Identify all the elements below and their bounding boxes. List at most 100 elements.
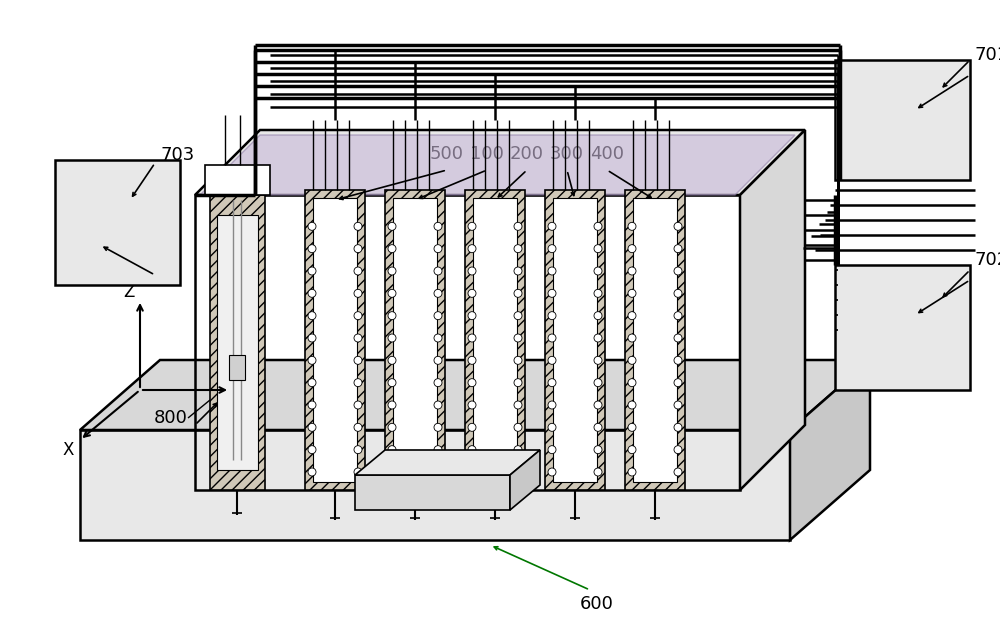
Circle shape — [468, 290, 476, 297]
Circle shape — [628, 401, 636, 409]
Circle shape — [594, 222, 602, 230]
Circle shape — [628, 222, 636, 230]
Circle shape — [594, 401, 602, 409]
Circle shape — [354, 446, 362, 454]
Circle shape — [674, 401, 682, 409]
Circle shape — [388, 379, 396, 387]
Bar — [55, 160, 180, 285]
Text: 703: 703 — [160, 146, 194, 164]
Circle shape — [434, 468, 442, 476]
Circle shape — [388, 267, 396, 275]
Bar — [393, 198, 437, 482]
Bar — [210, 195, 265, 490]
Circle shape — [468, 267, 476, 275]
Circle shape — [434, 267, 442, 275]
Circle shape — [308, 379, 316, 387]
Circle shape — [628, 267, 636, 275]
Circle shape — [354, 334, 362, 342]
Circle shape — [434, 424, 442, 431]
Circle shape — [548, 357, 556, 364]
Circle shape — [674, 290, 682, 297]
Circle shape — [434, 357, 442, 364]
Polygon shape — [740, 130, 805, 490]
Circle shape — [514, 244, 522, 253]
Circle shape — [594, 357, 602, 364]
Circle shape — [548, 468, 556, 476]
Circle shape — [594, 244, 602, 253]
Bar — [835, 265, 970, 390]
Circle shape — [434, 446, 442, 454]
Circle shape — [434, 312, 442, 320]
Text: 800: 800 — [154, 409, 188, 427]
Circle shape — [594, 468, 602, 476]
Circle shape — [468, 334, 476, 342]
Circle shape — [514, 222, 522, 230]
Circle shape — [674, 312, 682, 320]
Circle shape — [628, 468, 636, 476]
Circle shape — [548, 267, 556, 275]
Circle shape — [388, 401, 396, 409]
Circle shape — [434, 379, 442, 387]
Circle shape — [468, 357, 476, 364]
Circle shape — [674, 468, 682, 476]
Circle shape — [514, 401, 522, 409]
Text: Y: Y — [240, 381, 250, 399]
Circle shape — [388, 312, 396, 320]
Text: Z: Z — [124, 283, 135, 301]
Circle shape — [514, 357, 522, 364]
Circle shape — [308, 468, 316, 476]
Circle shape — [548, 401, 556, 409]
Circle shape — [308, 244, 316, 253]
Bar — [229, 355, 245, 380]
Circle shape — [468, 312, 476, 320]
Bar — [545, 190, 605, 490]
Circle shape — [468, 222, 476, 230]
Text: 600: 600 — [580, 595, 614, 613]
Polygon shape — [355, 450, 540, 475]
Circle shape — [308, 446, 316, 454]
Circle shape — [548, 312, 556, 320]
Circle shape — [514, 312, 522, 320]
Circle shape — [468, 446, 476, 454]
Circle shape — [674, 222, 682, 230]
Polygon shape — [80, 360, 870, 430]
Circle shape — [594, 267, 602, 275]
Circle shape — [628, 357, 636, 364]
Polygon shape — [195, 130, 805, 195]
Text: 702: 702 — [975, 251, 1000, 269]
Circle shape — [388, 334, 396, 342]
Circle shape — [674, 379, 682, 387]
Text: 400: 400 — [590, 145, 624, 163]
Polygon shape — [510, 450, 540, 510]
Circle shape — [628, 290, 636, 297]
Circle shape — [354, 379, 362, 387]
Bar — [305, 190, 365, 490]
Circle shape — [308, 267, 316, 275]
Circle shape — [354, 357, 362, 364]
Circle shape — [674, 357, 682, 364]
Circle shape — [308, 424, 316, 431]
Text: 701: 701 — [975, 46, 1000, 64]
Circle shape — [514, 334, 522, 342]
Circle shape — [594, 446, 602, 454]
Circle shape — [354, 267, 362, 275]
Bar — [473, 198, 517, 482]
Circle shape — [548, 424, 556, 431]
Circle shape — [388, 446, 396, 454]
Circle shape — [548, 379, 556, 387]
Circle shape — [308, 357, 316, 364]
Bar — [205, 165, 270, 195]
Bar — [553, 198, 597, 482]
Bar — [217, 215, 258, 470]
Bar — [385, 190, 445, 490]
Circle shape — [354, 222, 362, 230]
Circle shape — [434, 244, 442, 253]
Circle shape — [628, 334, 636, 342]
Text: 100: 100 — [470, 145, 504, 163]
Circle shape — [388, 290, 396, 297]
Circle shape — [628, 312, 636, 320]
Text: 300: 300 — [550, 145, 584, 163]
Bar — [465, 190, 525, 490]
Circle shape — [514, 379, 522, 387]
Circle shape — [514, 446, 522, 454]
